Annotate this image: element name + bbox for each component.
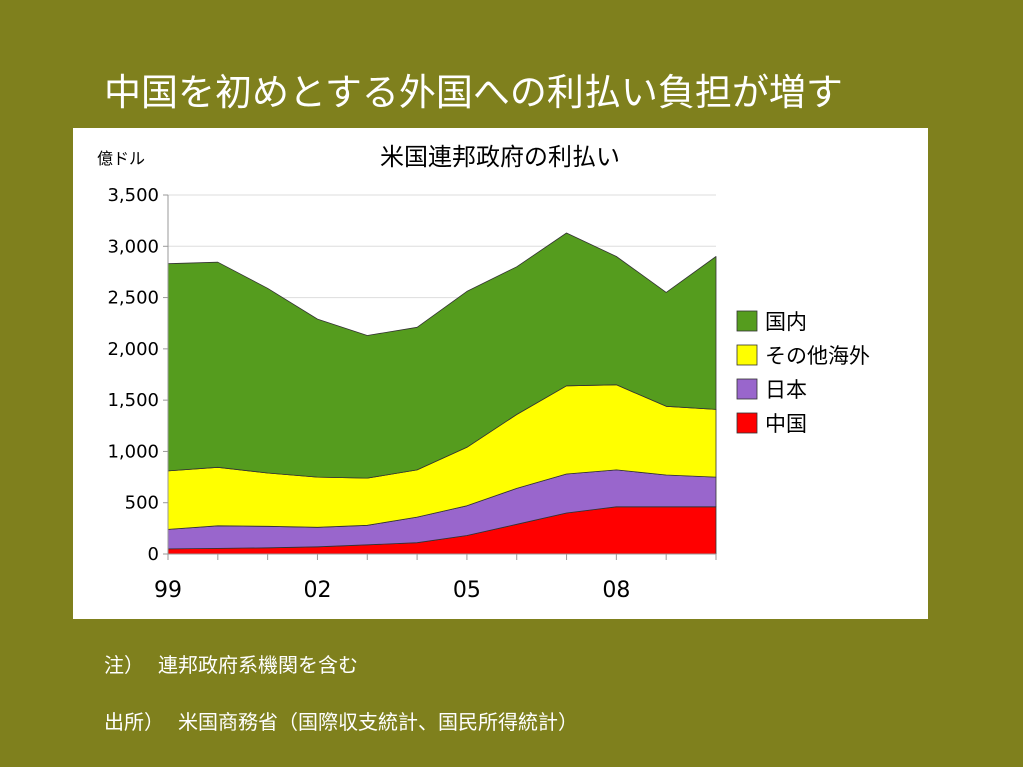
y-tick-label: 1,000 xyxy=(107,441,159,462)
legend-swatch xyxy=(736,310,758,332)
y-axis-unit-label: 億ドル xyxy=(97,149,145,168)
axes: 0 500 1,000 1,500 2,000 2,500 3,000 3,500 99 02 05… xyxy=(107,185,717,603)
slide-title: 中国を初めとする外国への利払い負担が増す xyxy=(104,71,843,114)
area-series xyxy=(167,232,717,555)
y-tick-label: 3,500 xyxy=(107,185,159,206)
source-label: 出所） xyxy=(104,710,164,734)
legend-label: その他海外 xyxy=(765,344,870,368)
source-text: 米国商務省（国際収支統計、国民所得統計） xyxy=(178,710,578,734)
y-tick-label: 3,000 xyxy=(107,236,159,257)
x-tick-label: 02 xyxy=(303,578,331,603)
y-tick-label: 500 xyxy=(125,493,159,514)
legend-swatch xyxy=(736,412,758,434)
x-tick-label: 99 xyxy=(154,578,182,603)
source-line: 出所） 米国商務省（国際収支統計、国民所得統計） xyxy=(104,706,578,735)
note-text: 連邦政府系機関を含む xyxy=(158,653,358,677)
legend-label: 中国 xyxy=(765,412,807,436)
legend-label: 国内 xyxy=(765,310,807,334)
note-line: 注） 連邦政府系機関を含む xyxy=(104,649,358,678)
chart-title: 米国連邦政府の利払い xyxy=(380,143,620,171)
legend-swatch xyxy=(736,378,758,400)
note-label: 注） xyxy=(104,653,144,677)
y-tick-label: 2,000 xyxy=(107,339,159,360)
chart-panel: 米国連邦政府の利払い 億ドル 0 500 1,000 1,500 2,000 2,500 3… xyxy=(73,128,928,619)
y-tick-label: 2,500 xyxy=(107,288,159,309)
x-tick-label: 05 xyxy=(453,578,481,603)
y-tick-label: 0 xyxy=(148,544,159,565)
stacked-area-chart: 米国連邦政府の利払い 億ドル 0 500 1,000 1,500 2,000 2,500 3… xyxy=(97,143,870,603)
y-tick-label: 1,500 xyxy=(107,390,159,411)
legend-swatch xyxy=(736,344,758,366)
x-tick-label: 08 xyxy=(602,578,630,603)
legend-label: 日本 xyxy=(765,378,807,402)
area-4 xyxy=(167,232,717,479)
